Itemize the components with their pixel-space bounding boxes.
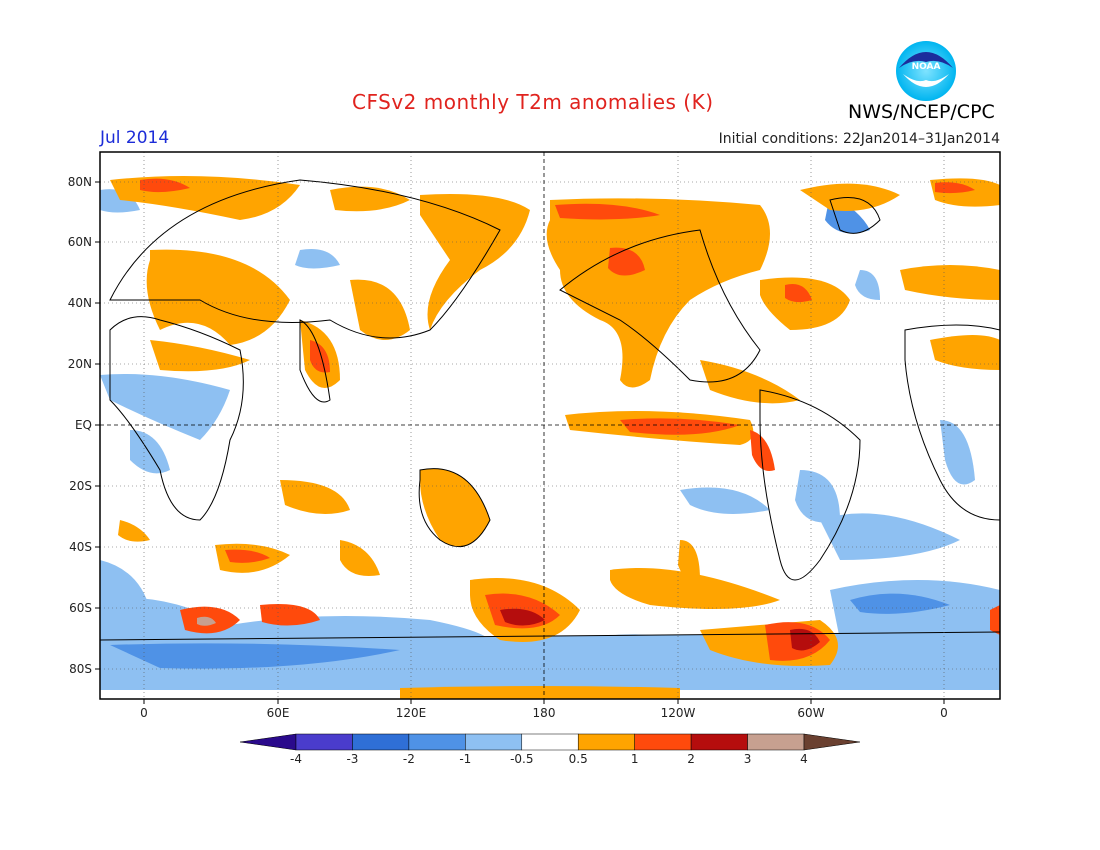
lat-axis: 80N 60N 40N 20N EQ 20S 40S 60S 80S	[68, 175, 92, 676]
forecast-month: Jul 2014	[100, 128, 170, 148]
lat-label: 20N	[68, 357, 92, 371]
agency-label: NWS/NCEP/CPC	[848, 101, 995, 123]
map-title: CFSv2 monthly T2m anomalies (K)	[352, 90, 714, 114]
colorbar-min-triangle	[239, 733, 297, 751]
lat-label: EQ	[75, 418, 92, 432]
lat-label: 60S	[69, 601, 92, 615]
lon-label: 120W	[661, 706, 696, 720]
colorbar-swatch	[747, 733, 805, 751]
lat-label: 80S	[69, 662, 92, 676]
lon-axis: 0 60E 120E 180 120W 60W 0	[140, 706, 948, 720]
colorbar-swatch	[408, 733, 466, 751]
lat-label: 20S	[69, 479, 92, 493]
colorbar-label: 1	[631, 752, 639, 766]
colorbar-swatch	[690, 733, 748, 751]
coastlines	[100, 179, 1000, 641]
lon-label: 0	[140, 706, 148, 720]
lat-label: 60N	[68, 235, 92, 249]
lon-label: 0	[940, 706, 948, 720]
initial-conditions: Initial conditions: 22Jan2014–31Jan2014	[718, 131, 1000, 147]
lat-label: 40N	[68, 296, 92, 310]
lat-label: 80N	[68, 175, 92, 189]
colorbar-swatch	[634, 733, 692, 751]
colorbar-swatch	[465, 733, 523, 751]
reference-lines	[100, 152, 1000, 699]
lon-label: 120E	[396, 706, 427, 720]
colorbar-swatch	[352, 733, 410, 751]
colorbar-max-triangle	[803, 733, 861, 751]
lat-ticks	[95, 181, 100, 670]
colorbar-swatch	[295, 733, 353, 751]
colorbar-label: -0.5	[510, 752, 533, 766]
logo-text: NOAA	[912, 62, 941, 72]
colorbar-label: 2	[687, 752, 695, 766]
colorbar-label: -3	[346, 752, 358, 766]
colorbar-swatch	[521, 733, 579, 751]
colorbar-label: 4	[800, 752, 808, 766]
colorbar-label: 0.5	[569, 752, 588, 766]
colorbar-label: 3	[744, 752, 752, 766]
lon-label: 180	[533, 706, 556, 720]
colorbar-swatch	[577, 733, 635, 751]
lon-label: 60E	[267, 706, 290, 720]
lon-ticks	[143, 699, 945, 704]
colorbar: -4 -3 -2 -1 -0.5 0.5 1 2 3 4	[239, 733, 861, 766]
noaa-logo: NOAA	[896, 41, 956, 101]
lat-label: 40S	[69, 540, 92, 554]
lon-label: 60W	[797, 706, 824, 720]
colorbar-label: -1	[459, 752, 471, 766]
colorbar-label: -2	[403, 752, 415, 766]
anomaly-fields	[100, 152, 1000, 699]
colorbar-label: -4	[290, 752, 302, 766]
